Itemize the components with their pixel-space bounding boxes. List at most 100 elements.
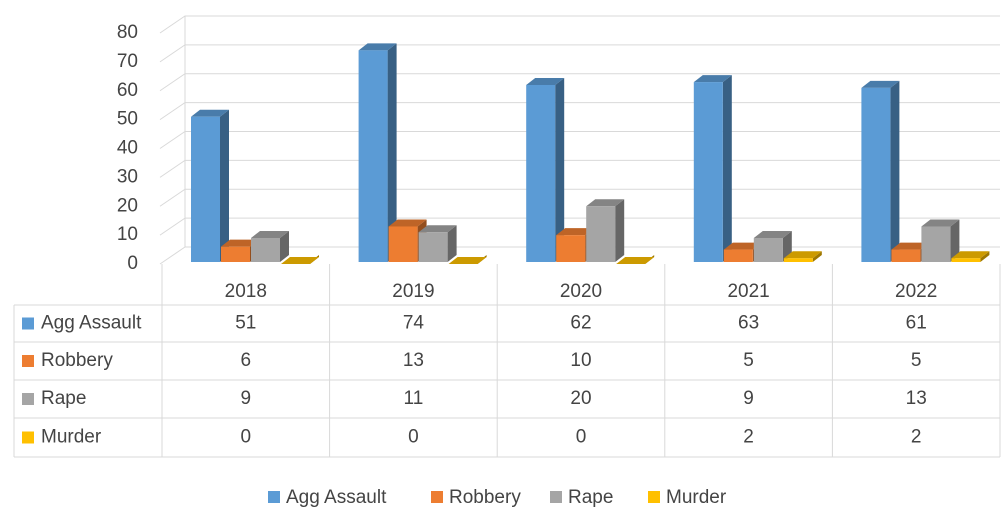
bar (358, 43, 397, 263)
bar-side (220, 109, 229, 262)
bar-top (951, 251, 990, 259)
table-value: 13 (403, 350, 424, 371)
x-tick-label: 2018 (225, 281, 267, 302)
bar (783, 251, 822, 262)
table-value: 11 (404, 388, 424, 409)
bar-top (251, 231, 289, 239)
legend-key (22, 355, 34, 367)
x-tick-label: 2020 (560, 281, 602, 302)
legend-key (22, 393, 34, 405)
bar-side (280, 231, 289, 262)
legend-label: Rape (568, 487, 613, 508)
x-tick-label: 2019 (392, 281, 434, 302)
bar-side (980, 251, 990, 262)
table-value: 5 (743, 350, 754, 371)
bar (693, 75, 732, 263)
table-value: 5 (911, 350, 922, 371)
bar-top (783, 251, 822, 259)
y-tick-label: 80 (117, 22, 138, 43)
table-value: 74 (403, 313, 425, 334)
y-tick-label: 70 (117, 51, 138, 72)
bar-top (281, 257, 319, 264)
bar-top (358, 43, 397, 51)
table-value: 0 (408, 427, 419, 448)
bar (418, 225, 457, 262)
x-tick-label: 2022 (895, 281, 937, 302)
y-tick-label: 10 (117, 224, 138, 245)
bar-side (890, 80, 900, 262)
bar-top (388, 219, 427, 227)
bar (586, 199, 625, 262)
legend-key (22, 317, 34, 330)
bar-top (191, 109, 229, 117)
table-value: 20 (570, 388, 591, 409)
legend-label: Murder (666, 487, 727, 508)
bar (448, 255, 487, 264)
bar-top (418, 225, 457, 233)
bar-front (388, 226, 418, 262)
bar-front (861, 87, 891, 262)
bar-top (556, 228, 595, 236)
bar (251, 231, 289, 262)
bar-top (586, 199, 625, 207)
bar-top (753, 231, 792, 239)
table-value: 2 (911, 427, 922, 448)
bar-side (387, 43, 397, 263)
bar-side (555, 77, 565, 262)
legend-key (550, 491, 562, 503)
bar-top (448, 257, 487, 264)
bar (191, 109, 229, 262)
bar-front (693, 82, 723, 263)
table-value: 0 (241, 427, 252, 448)
legend-label: Agg Assault (286, 487, 387, 508)
table-value: 9 (241, 388, 252, 409)
table-value: 62 (570, 313, 591, 334)
bar-top (693, 75, 732, 83)
y-tick-label: 30 (117, 166, 138, 187)
legend-key (268, 491, 280, 503)
table-value: 0 (576, 427, 587, 448)
bar-front (418, 232, 448, 262)
bar-front (586, 206, 616, 262)
table-value: 6 (241, 350, 252, 371)
legend-key (648, 491, 660, 503)
bar (281, 255, 319, 264)
bar-top (891, 242, 930, 250)
bar-top (221, 239, 259, 247)
legend-label: Robbery (449, 487, 521, 508)
bar-front (783, 258, 813, 262)
bar (951, 251, 990, 262)
bar-front (723, 249, 753, 262)
row-label: Murder (41, 427, 102, 448)
y-tick-label: 40 (117, 138, 138, 159)
bar-side (722, 75, 732, 263)
bar-side (615, 199, 625, 262)
grid-line (159, 44, 1000, 63)
bar-side (950, 219, 960, 262)
x-tick-label: 2021 (727, 281, 769, 302)
table-value: 2 (743, 427, 754, 448)
bar-front (526, 84, 556, 262)
table-value: 9 (743, 388, 754, 409)
y-tick-label: 60 (117, 80, 138, 101)
table-value: 51 (235, 313, 256, 334)
y-tick-label: 20 (117, 195, 138, 216)
bar (526, 77, 565, 262)
bar (616, 255, 655, 264)
bar-front (921, 226, 951, 262)
legend-key (431, 491, 443, 503)
bar-front (221, 246, 250, 262)
bar (921, 219, 960, 262)
grid-line (159, 15, 1000, 34)
row-label: Rape (41, 388, 86, 409)
table-value: 63 (738, 313, 759, 334)
bar-front (191, 116, 220, 262)
bar-side (812, 251, 822, 262)
bar-front (358, 50, 388, 263)
bar-top (616, 257, 655, 264)
legend-key (22, 431, 34, 444)
bar-front (891, 249, 921, 262)
bar (861, 80, 900, 262)
bar-front (556, 235, 586, 262)
